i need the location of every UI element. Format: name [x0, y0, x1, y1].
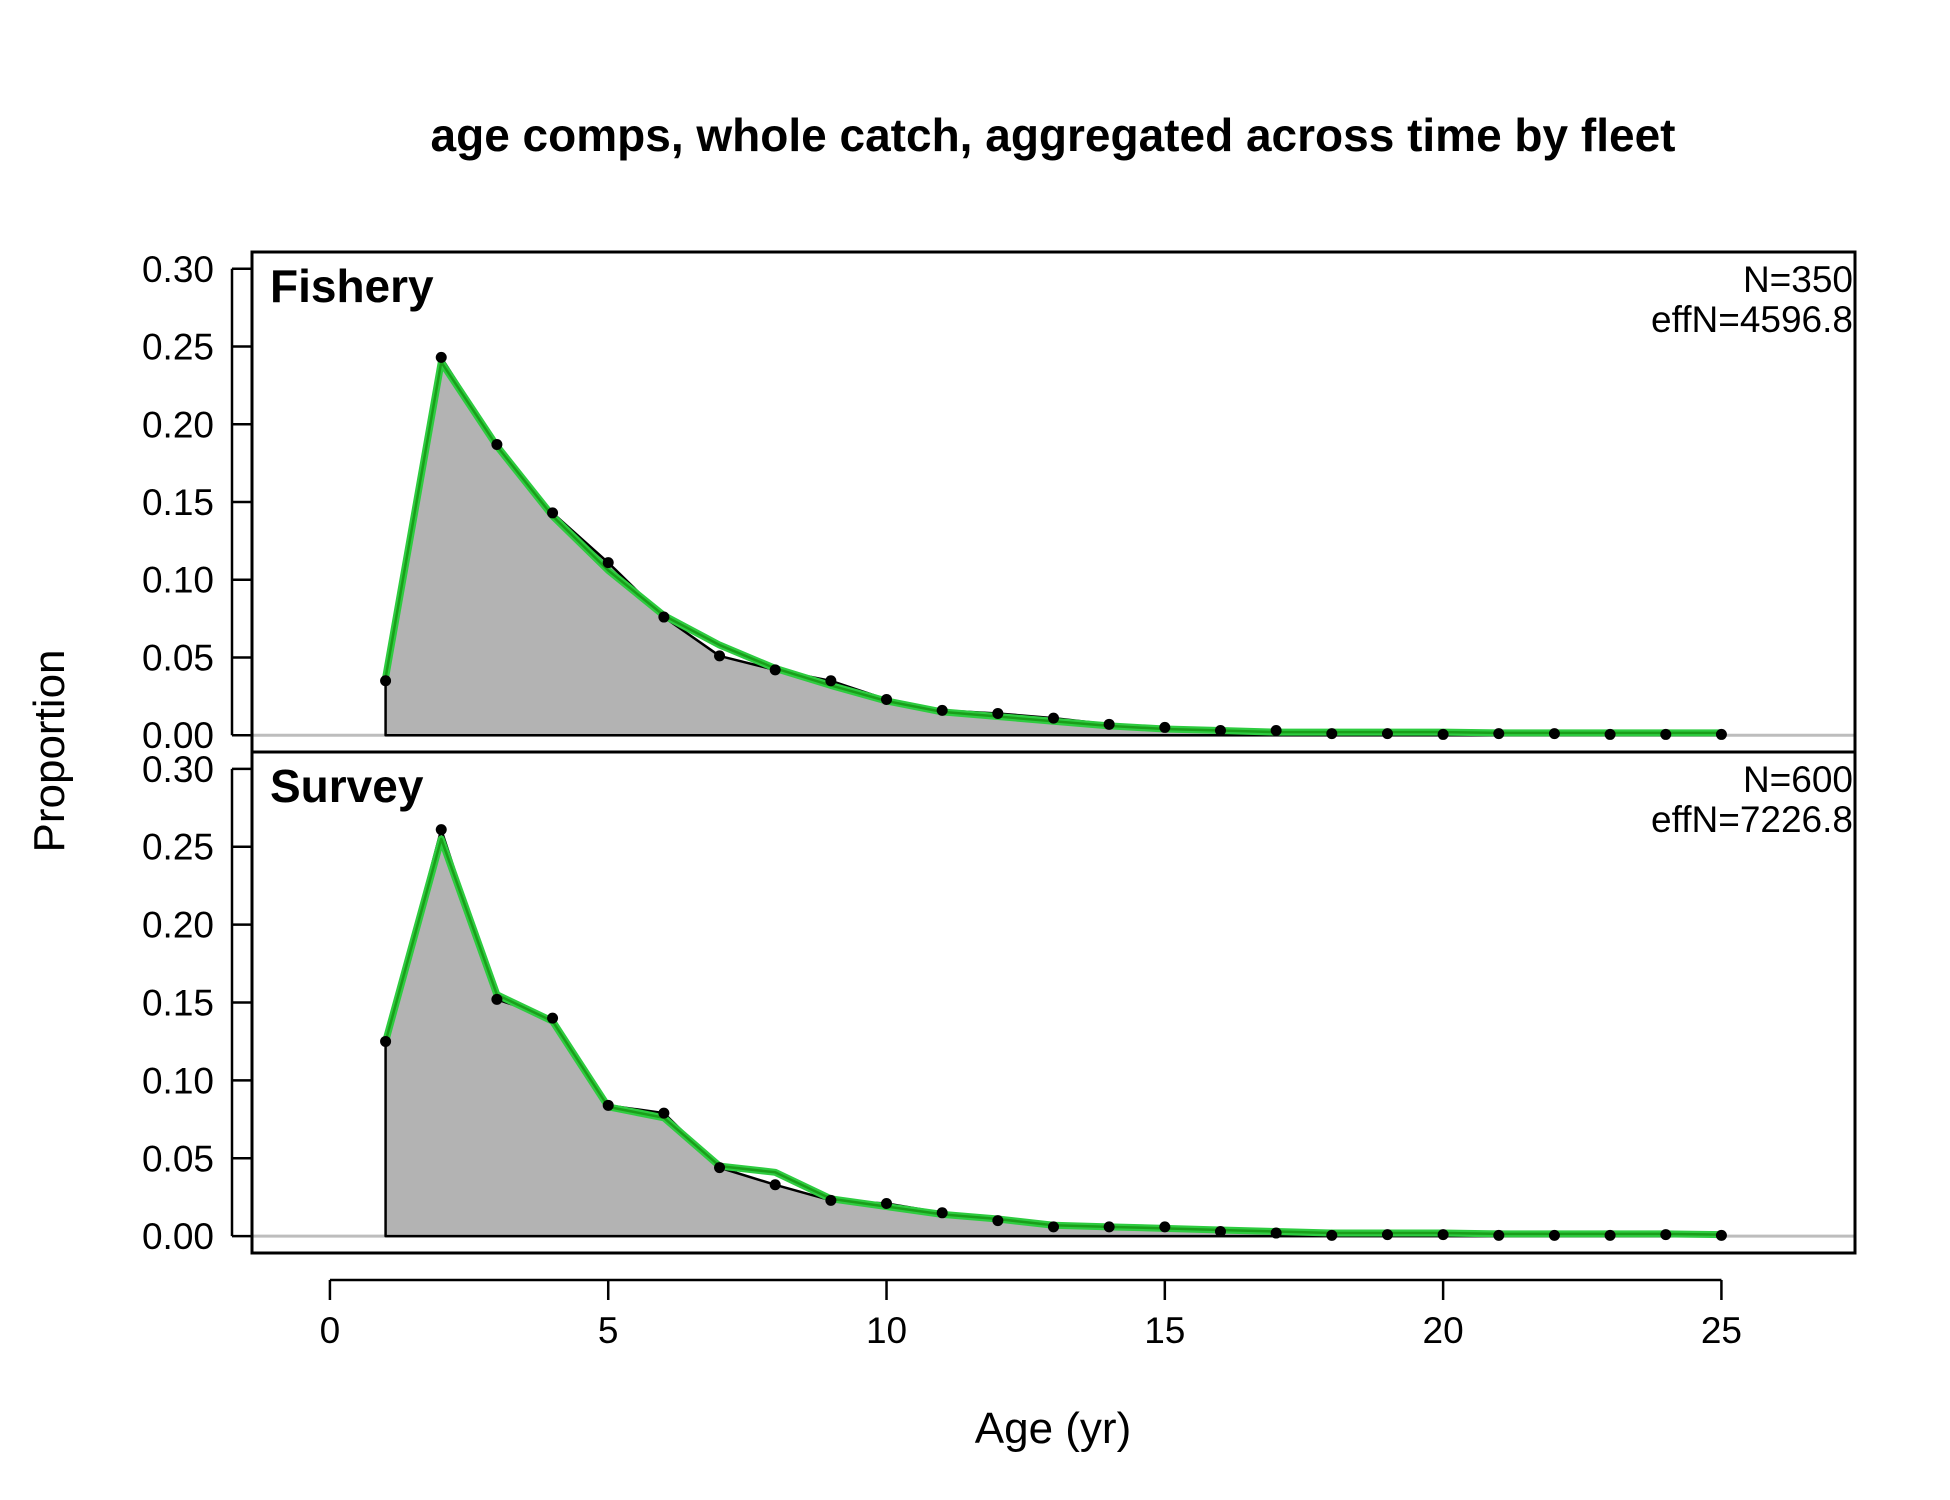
fishery-panel-label: Fishery	[270, 260, 434, 312]
fishery-y-tick-label: 0.10	[142, 560, 214, 601]
fishery-observed-point	[491, 438, 503, 450]
fishery-effn-label: effN=4596.8	[1651, 299, 1853, 340]
survey-observed-point	[769, 1179, 781, 1191]
survey-observed-point	[714, 1162, 726, 1174]
fishery-observed-point	[602, 557, 614, 569]
fishery-observed-point	[1103, 718, 1115, 730]
fishery-observed-point	[1326, 728, 1338, 740]
panel-fishery: 0.00 0.05 0.10 0.15 0.20 0.25 0.30 Fishery N=350…	[142, 249, 1857, 756]
survey-observed-point	[1660, 1229, 1672, 1241]
fishery-observed-point	[1159, 721, 1171, 733]
x-axis: 0 5 10 15 20 25	[320, 1278, 1742, 1351]
survey-observed-point	[547, 1012, 559, 1024]
fishery-observed-point	[1048, 712, 1059, 724]
survey-y-tick-label: 0.05	[142, 1138, 214, 1179]
fishery-y-tick-label: 0.20	[142, 404, 214, 445]
survey-observed-point	[1159, 1221, 1171, 1233]
survey-observed-point	[658, 1107, 670, 1119]
survey-observed-point	[1326, 1229, 1338, 1241]
survey-observed-point	[435, 824, 447, 836]
survey-effn-label: effN=7226.8	[1651, 799, 1853, 840]
survey-observed-point	[1270, 1227, 1282, 1239]
survey-observed-point	[1103, 1221, 1115, 1233]
survey-panel-label: Survey	[270, 760, 424, 812]
fishery-observed-point	[658, 611, 670, 623]
survey-y-tick-label: 0.00	[142, 1216, 214, 1257]
survey-observed-point	[825, 1194, 837, 1206]
survey-observed-point	[1715, 1229, 1727, 1241]
panel-survey: 0.00 0.05 0.10 0.15 0.20 0.25 0.30 Survey N=600e…	[142, 749, 1857, 1257]
survey-observed-point	[380, 1035, 392, 1047]
x-tick-label: 10	[866, 1310, 907, 1351]
fishery-observed-point	[881, 693, 893, 705]
survey-observed-point	[936, 1207, 948, 1219]
fishery-observed-point	[1270, 725, 1282, 737]
fishery-observed-point	[992, 707, 1004, 719]
x-tick-label: 15	[1144, 1310, 1185, 1351]
fishery-observed-point	[714, 650, 726, 662]
fishery-observed-point	[1660, 728, 1672, 740]
survey-observed-point	[1493, 1229, 1505, 1241]
fishery-observed-point	[936, 704, 948, 716]
fishery-n-label: N=350	[1743, 259, 1853, 300]
survey-observed-point	[491, 993, 503, 1005]
fishery-observed-point	[1437, 728, 1449, 740]
fishery-observed-point	[1604, 728, 1616, 740]
fishery-observed-point	[547, 507, 559, 519]
x-tick-label: 5	[598, 1310, 619, 1351]
survey-y-tick-label: 0.10	[142, 1060, 214, 1101]
survey-observed-point	[1604, 1229, 1616, 1241]
fishery-observed-point	[825, 675, 837, 687]
fishery-observed-point	[1548, 728, 1560, 740]
survey-observed-area	[384, 828, 1723, 1238]
survey-observed-point	[1548, 1229, 1560, 1241]
fishery-y-tick-label: 0.25	[142, 327, 214, 368]
panels-group: 0.00 0.05 0.10 0.15 0.20 0.25 0.30 Fishery N=350…	[142, 249, 1857, 1257]
fishery-observed-point	[1214, 725, 1226, 737]
survey-y-tick-label: 0.15	[142, 983, 214, 1024]
fishery-y-tick-label: 0.05	[142, 637, 214, 678]
x-tick-label: 20	[1423, 1310, 1464, 1351]
fishery-observed-point	[1381, 728, 1393, 740]
fishery-y-tick-label: 0.15	[142, 482, 214, 523]
fishery-observed-point	[435, 351, 447, 363]
survey-observed-point	[1048, 1221, 1059, 1233]
survey-observed-point	[602, 1099, 614, 1111]
survey-observed-point	[1214, 1226, 1226, 1238]
fishery-observed-point	[769, 664, 781, 676]
fishery-observed-point	[380, 675, 392, 687]
survey-y-tick-label: 0.25	[142, 827, 214, 868]
x-tick-label: 25	[1701, 1310, 1742, 1351]
x-axis-label: Age (yr)	[975, 1404, 1131, 1453]
fishery-observed-point	[1715, 728, 1727, 740]
survey-observed-point	[1381, 1229, 1393, 1241]
survey-n-label: N=600	[1743, 759, 1853, 800]
survey-observed-point	[992, 1215, 1004, 1227]
survey-y-tick-label: 0.30	[142, 749, 214, 790]
fishery-y-tick-label: 0.30	[142, 249, 214, 290]
chart-title: age comps, whole catch, aggregated acros…	[431, 109, 1676, 161]
survey-observed-point	[1437, 1229, 1449, 1241]
x-tick-label: 0	[320, 1310, 341, 1351]
fishery-observed-point	[1493, 728, 1505, 740]
fishery-y-tick-label: 0.00	[142, 715, 214, 756]
survey-observed-point	[881, 1197, 893, 1209]
survey-y-tick-label: 0.20	[142, 905, 214, 946]
y-axis-label: Proportion	[25, 649, 74, 852]
